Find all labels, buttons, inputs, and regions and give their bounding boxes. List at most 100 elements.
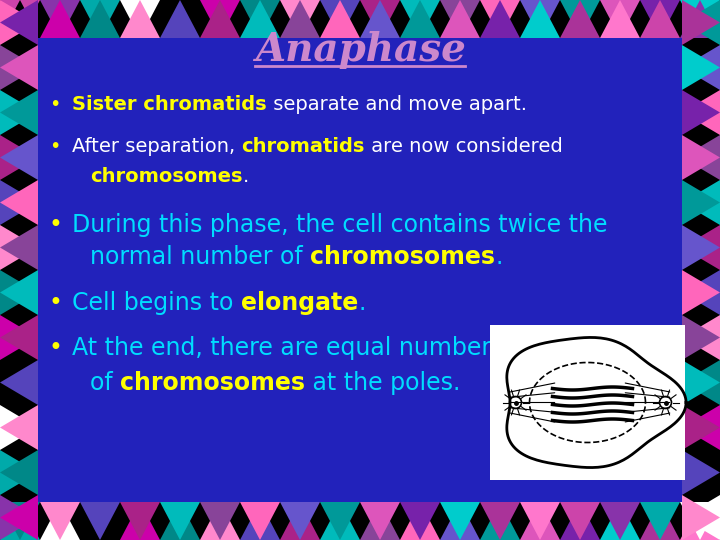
Polygon shape	[0, 180, 38, 225]
Text: elongate: elongate	[241, 291, 358, 315]
Polygon shape	[680, 0, 720, 38]
Polygon shape	[600, 0, 640, 38]
Polygon shape	[640, 0, 680, 38]
Polygon shape	[160, 0, 200, 38]
Polygon shape	[0, 405, 38, 450]
Polygon shape	[40, 0, 80, 38]
Polygon shape	[240, 502, 280, 540]
Polygon shape	[40, 502, 80, 540]
Polygon shape	[682, 360, 720, 405]
Text: •: •	[48, 336, 62, 360]
Polygon shape	[80, 0, 120, 38]
Polygon shape	[600, 502, 640, 540]
Polygon shape	[0, 502, 40, 540]
Polygon shape	[0, 495, 38, 540]
Polygon shape	[520, 0, 560, 38]
Polygon shape	[560, 0, 600, 38]
Polygon shape	[120, 502, 160, 540]
Polygon shape	[682, 180, 720, 225]
Polygon shape	[280, 502, 320, 540]
Polygon shape	[520, 502, 560, 540]
Polygon shape	[0, 270, 38, 315]
Polygon shape	[0, 135, 38, 180]
Polygon shape	[80, 502, 120, 540]
Text: •: •	[48, 291, 62, 315]
Polygon shape	[0, 0, 38, 45]
Text: at the poles.: at the poles.	[305, 371, 461, 395]
Polygon shape	[680, 0, 720, 38]
Polygon shape	[0, 45, 38, 90]
Polygon shape	[682, 270, 720, 315]
Bar	[490, 325, 685, 480]
Polygon shape	[80, 502, 120, 540]
Text: •: •	[48, 213, 62, 237]
Polygon shape	[682, 315, 720, 360]
Polygon shape	[0, 225, 38, 270]
Polygon shape	[507, 338, 686, 468]
Polygon shape	[560, 502, 600, 540]
Text: Anaphase: Anaphase	[255, 31, 465, 69]
Polygon shape	[200, 0, 240, 38]
Polygon shape	[600, 502, 640, 540]
Polygon shape	[682, 405, 720, 450]
Polygon shape	[0, 315, 38, 360]
Polygon shape	[120, 0, 160, 38]
Polygon shape	[320, 0, 360, 38]
Text: chromosomes: chromosomes	[120, 371, 305, 395]
Polygon shape	[682, 45, 720, 90]
Polygon shape	[0, 360, 38, 405]
Polygon shape	[480, 502, 520, 540]
Polygon shape	[0, 45, 38, 90]
Text: Sister chromatids: Sister chromatids	[72, 96, 266, 114]
Polygon shape	[682, 90, 720, 135]
Polygon shape	[120, 0, 160, 38]
Polygon shape	[682, 0, 720, 45]
Polygon shape	[320, 0, 360, 38]
Polygon shape	[682, 135, 720, 180]
Text: chromatids: chromatids	[241, 138, 365, 157]
Polygon shape	[0, 135, 38, 180]
Polygon shape	[682, 405, 720, 450]
Text: •: •	[49, 96, 60, 114]
Polygon shape	[360, 0, 400, 38]
Polygon shape	[640, 502, 680, 540]
Polygon shape	[682, 45, 720, 90]
Polygon shape	[160, 502, 200, 540]
Polygon shape	[682, 360, 720, 405]
Polygon shape	[682, 495, 720, 540]
Polygon shape	[0, 495, 38, 540]
Polygon shape	[680, 502, 720, 540]
Polygon shape	[320, 502, 360, 540]
Polygon shape	[682, 90, 720, 135]
Text: .: .	[243, 167, 248, 186]
Polygon shape	[682, 225, 720, 270]
Polygon shape	[40, 0, 80, 38]
Polygon shape	[480, 502, 520, 540]
Polygon shape	[0, 180, 38, 225]
Polygon shape	[160, 0, 200, 38]
Polygon shape	[682, 315, 720, 360]
Polygon shape	[680, 502, 720, 540]
Polygon shape	[200, 502, 240, 540]
Polygon shape	[40, 502, 80, 540]
Text: During this phase, the cell contains twice the: During this phase, the cell contains twi…	[72, 213, 608, 237]
Polygon shape	[0, 270, 38, 315]
Polygon shape	[682, 495, 720, 540]
Polygon shape	[682, 450, 720, 495]
Polygon shape	[200, 0, 240, 38]
Polygon shape	[682, 450, 720, 495]
Polygon shape	[280, 502, 320, 540]
Polygon shape	[240, 0, 280, 38]
Polygon shape	[440, 502, 480, 540]
Polygon shape	[480, 0, 520, 38]
Text: Cell begins to: Cell begins to	[72, 291, 241, 315]
Polygon shape	[560, 502, 600, 540]
Text: chromosomes: chromosomes	[310, 245, 495, 269]
Polygon shape	[560, 0, 600, 38]
Text: At the end, there are equal numbers: At the end, there are equal numbers	[72, 336, 503, 360]
Text: normal number of: normal number of	[90, 245, 310, 269]
Polygon shape	[0, 450, 38, 495]
Polygon shape	[80, 0, 120, 38]
Polygon shape	[520, 0, 560, 38]
Polygon shape	[440, 0, 480, 38]
